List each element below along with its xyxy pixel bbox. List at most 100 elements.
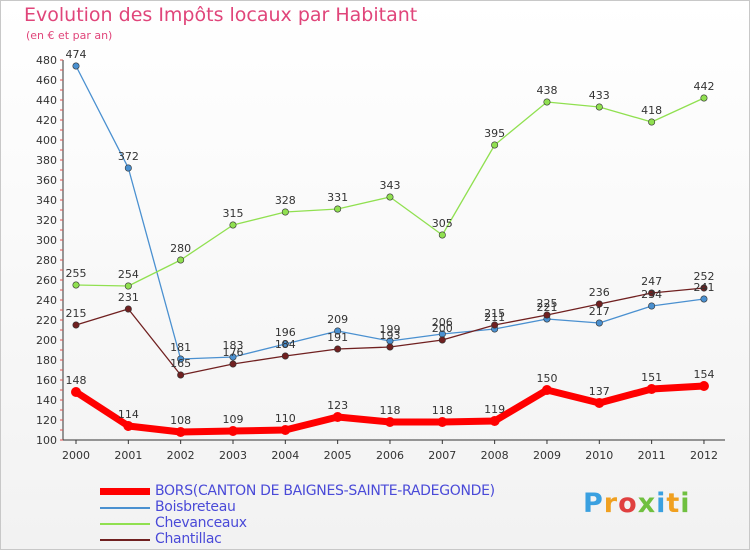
data-point-chantillac [229,360,237,368]
data-point-boisbreteau [334,327,342,335]
data-label-bors: 148 [66,374,87,387]
data-point-chevanceaux [386,193,394,201]
data-label-bors: 118 [379,404,400,417]
y-tick-label: 160 [36,374,57,387]
data-label-chevanceaux: 328 [275,194,296,207]
x-tick-label: 2007 [428,449,456,462]
data-point-boisbreteau [177,355,185,363]
data-point-chevanceaux [72,281,80,289]
data-point-bors [123,421,134,431]
data-point-bors [71,387,81,397]
data-label-boisbreteau: 221 [536,301,557,314]
data-label-boisbreteau: 217 [589,305,610,318]
data-label-bors: 114 [118,408,139,421]
proxiti-logo: Proxiti [583,488,691,519]
y-tick-label: 460 [36,74,57,87]
y-tick-label: 220 [36,314,57,327]
legend-label-chantillac: Chantillac [155,531,222,547]
data-label-boisbreteau: 211 [484,311,505,324]
data-label-chevanceaux: 254 [118,268,139,281]
data-point-chevanceaux [334,205,342,213]
y-tick-label: 400 [36,134,57,147]
data-point-chantillac [334,345,342,353]
data-point-chantillac [595,300,603,308]
logo-letter: t [666,488,681,519]
data-point-chevanceaux [177,256,185,264]
data-point-chantillac [648,289,656,297]
data-label-chevanceaux: 331 [327,191,348,204]
y-tick-label: 480 [36,54,57,67]
data-label-chantillac: 184 [275,338,296,351]
y-tick-label: 360 [36,174,57,187]
data-point-chantillac [491,321,499,329]
x-tick-label: 2003 [219,449,247,462]
data-point-boisbreteau [229,353,237,361]
data-label-chantillac: 176 [222,346,243,359]
logo-letter: i [680,488,691,519]
series-chantillac [72,284,708,379]
legend-label-chevanceaux: Chevanceaux [155,515,247,531]
data-label-chantillac: 200 [432,322,453,335]
data-point-bors [646,384,657,394]
legend-swatch-bors [100,488,150,495]
data-point-chevanceaux [124,282,132,290]
data-point-chantillac [72,321,80,329]
x-tick-label: 2005 [324,449,352,462]
data-label-boisbreteau: 206 [432,316,453,329]
data-point-chevanceaux [491,141,499,149]
data-label-bors: 118 [432,404,453,417]
data-label-bors: 109 [222,413,243,426]
chart-subtitle: (en € et par an) [26,29,113,42]
y-tick-label: 120 [36,414,57,427]
chart-axes: 100 120 140 160 180 200 220 240 260 280 300 320 340 3… [36,54,725,462]
data-label-chantillac: 191 [327,331,348,344]
data-point-chevanceaux [595,103,603,111]
data-label-boisbreteau: 372 [118,150,139,163]
data-point-bors [384,417,395,427]
data-label-chevanceaux: 438 [536,84,557,97]
data-label-boisbreteau: 183 [222,339,243,352]
data-label-bors: 123 [327,399,348,412]
data-point-boisbreteau [595,319,603,327]
data-point-chantillac [177,371,185,379]
data-label-chantillac: 231 [118,291,139,304]
data-label-chantillac: 225 [536,297,557,310]
data-label-chantillac: 215 [66,307,87,320]
data-label-boisbreteau: 241 [693,281,714,294]
data-label-boisbreteau: 181 [170,341,191,354]
data-point-chevanceaux [281,208,289,216]
x-tick-label: 2000 [62,449,90,462]
data-point-boisbreteau [700,295,708,303]
data-point-bors [175,427,186,437]
data-point-bors [594,398,605,408]
data-point-boisbreteau [124,164,132,172]
data-label-chevanceaux: 280 [170,242,191,255]
x-tick-label: 2004 [271,449,299,462]
data-point-chantillac [124,305,132,313]
data-label-chantillac: 215 [484,307,505,320]
x-tick-label: 2001 [114,449,142,462]
x-tick-label: 2006 [376,449,404,462]
data-label-chantillac: 165 [170,357,191,370]
logo-letter: r [603,488,619,519]
data-label-boisbreteau: 209 [327,313,348,326]
data-point-bors [489,416,500,426]
x-tick-label: 2011 [638,449,666,462]
data-point-chevanceaux [648,118,656,126]
data-point-boisbreteau [72,62,80,70]
data-point-chevanceaux [700,94,708,102]
y-tick-label: 300 [36,234,57,247]
data-label-chevanceaux: 418 [641,104,662,117]
data-label-chevanceaux: 442 [693,80,714,93]
y-tick-label: 340 [36,194,57,207]
data-point-chevanceaux [438,231,446,239]
data-point-bors [698,381,709,391]
data-point-bors [541,385,552,395]
data-label-chevanceaux: 305 [432,217,453,230]
series-boisbreteau [72,62,708,363]
legend-label-boisbreteau: Boisbreteau [155,499,236,515]
legend-swatch-boisbreteau [100,507,150,509]
data-label-chevanceaux: 433 [589,89,610,102]
data-label-bors: 154 [693,368,714,381]
